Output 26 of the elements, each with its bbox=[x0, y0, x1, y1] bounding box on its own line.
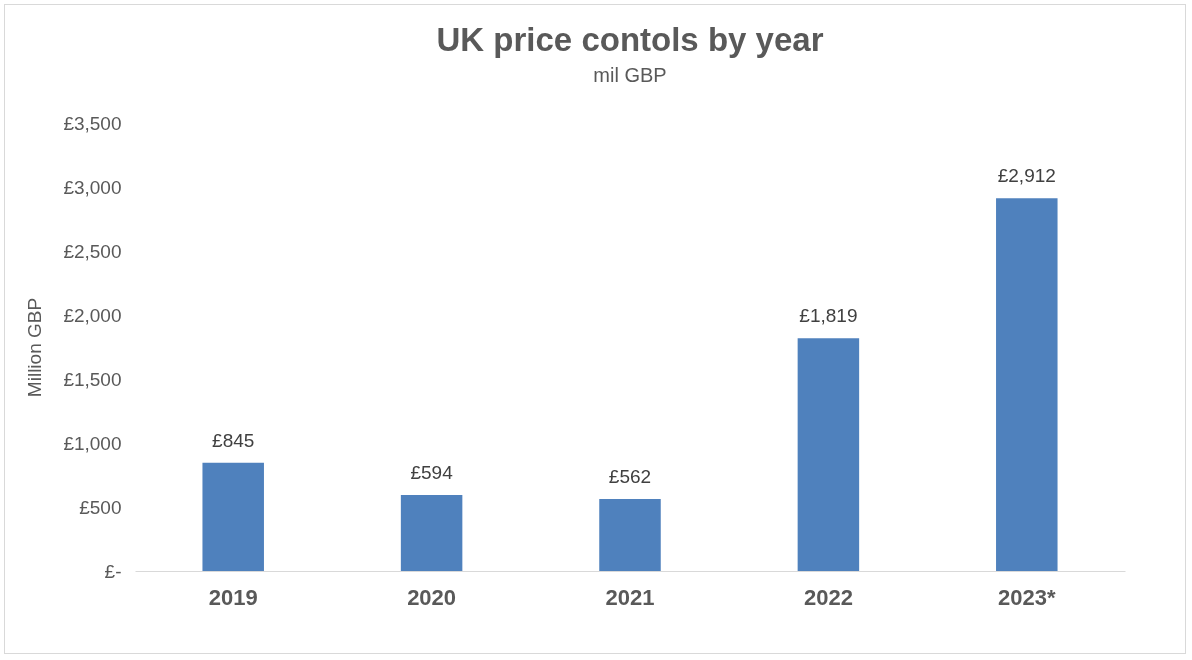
bar bbox=[400, 494, 463, 571]
y-tick-label: £3,000 bbox=[63, 176, 122, 198]
y-tick-label: £2,500 bbox=[63, 240, 122, 262]
bar bbox=[797, 338, 860, 571]
y-axis-title: Million GBP bbox=[24, 297, 46, 398]
y-tick-label: £1,500 bbox=[63, 368, 122, 390]
x-tick-label: 2020 bbox=[407, 584, 457, 610]
y-tick-label: £2,000 bbox=[63, 304, 122, 326]
chart-title: UK price contols by year bbox=[436, 21, 824, 58]
data-label: £845 bbox=[212, 429, 255, 451]
y-tick-label: £- bbox=[104, 560, 122, 582]
x-tick-label: 2019 bbox=[208, 584, 258, 610]
bar bbox=[202, 462, 264, 571]
x-tick-label: 2022 bbox=[803, 584, 853, 610]
x-tick-label: 2021 bbox=[605, 584, 655, 610]
x-tick-label: 2023* bbox=[998, 584, 1056, 610]
y-tick-label: £1,000 bbox=[63, 432, 122, 454]
data-label: £2,912 bbox=[997, 165, 1056, 187]
data-label: £594 bbox=[410, 461, 454, 483]
bar bbox=[599, 499, 661, 571]
chart-subtitle: mil GBP bbox=[593, 64, 667, 86]
y-tick-label: £500 bbox=[79, 496, 122, 518]
y-tick-label: £3,500 bbox=[63, 112, 122, 134]
data-label: £1,819 bbox=[799, 305, 858, 327]
data-label: £562 bbox=[608, 466, 652, 488]
bar bbox=[996, 198, 1058, 571]
